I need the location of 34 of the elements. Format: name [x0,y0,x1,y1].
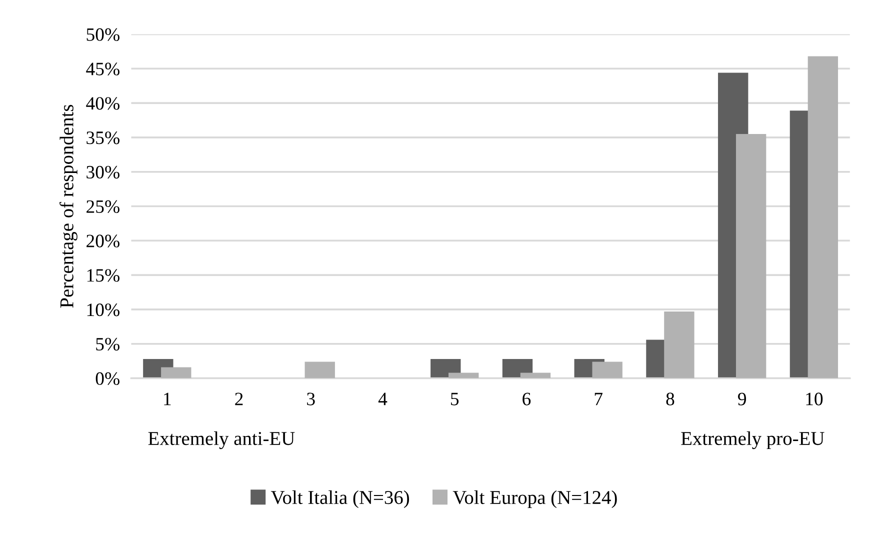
bar [304,362,335,378]
x-tick-label: 8 [666,392,674,406]
x-tick-label: 4 [378,392,388,406]
y-tick-label: 10% [87,303,120,316]
y-tick-label: 40% [86,97,120,110]
y-tick-label: 45% [86,62,120,76]
bar [448,372,479,378]
x-tick-label: 6 [522,392,531,406]
x-tick-label: 7 [594,392,602,406]
y-tick-label: 25% [86,200,120,213]
y-tick-label: 5% [96,338,120,351]
y-tick-label: 30% [86,166,120,179]
y-tick-label: 35% [86,131,120,144]
bar [736,134,766,378]
bar [161,367,192,378]
y-tick-label: 15% [87,269,120,282]
bar [520,372,551,378]
y-tick-label: 50% [86,28,120,41]
bar [664,312,694,378]
legend-label: Volt Europa (N=124) [452,490,617,508]
y-tick-label: 20% [86,234,120,248]
x-tick-label: 1 [164,392,171,406]
text: Extremely anti-EU [148,431,295,450]
legend-label: Volt Italia (N=36) [270,490,410,508]
bar [808,56,838,378]
y-axis-title: Percentage of respondents [60,104,78,308]
text: Extremely pro-EU [681,431,824,450]
y-tick-label: 0% [96,372,120,385]
x-tick-label: 5 [451,392,459,406]
x-tick-label: 3 [307,392,315,406]
x-tick-label: 9 [738,392,746,406]
x-tick-label: 10 [806,392,823,406]
bar [592,362,622,378]
x-tick-label: 2 [235,392,243,406]
